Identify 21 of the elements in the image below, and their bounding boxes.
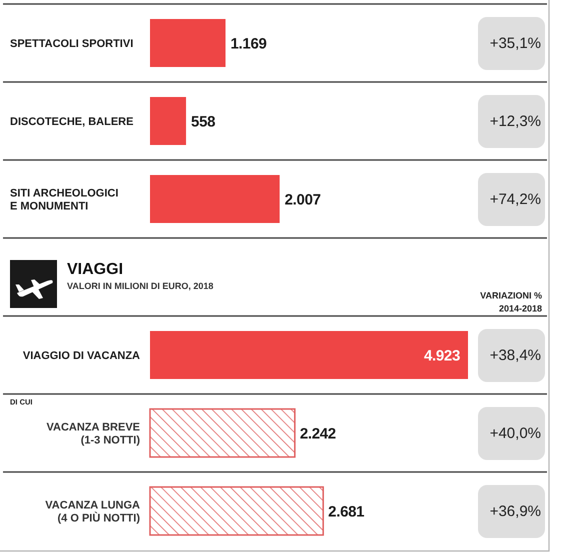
- y-tick-label: VACANZA BREVE (1-3 NOTTI): [46, 421, 140, 446]
- text: +12,3%: [490, 113, 541, 130]
- text: +38,4%: [490, 347, 541, 364]
- text: +35,1%: [490, 35, 541, 52]
- text: +36,9%: [490, 503, 541, 520]
- data-label: 4.923: [424, 348, 460, 364]
- chart-subtitle: VALORI IN MILIONI DI EURO, 2018: [67, 281, 214, 291]
- y-tick-label: SITI ARCHEOLOGICI E MONUMENTI: [10, 187, 118, 212]
- text: VARIAZIONI % 2014-2018: [480, 290, 542, 314]
- data-label: 1.169: [230, 36, 267, 52]
- chart-title: VIAGGI: [67, 261, 124, 278]
- text: +74,2%: [490, 191, 541, 208]
- data-label: 2.681: [328, 504, 364, 520]
- text: +40,0%: [490, 425, 541, 442]
- y-tick-label: DISCOTECHE, BALERE: [10, 116, 134, 128]
- data-label: 2.242: [300, 426, 336, 442]
- data-label: 2.007: [284, 192, 321, 208]
- data-label: 558: [191, 114, 216, 130]
- y-tick-label: VIAGGIO DI VACANZA: [22, 350, 140, 362]
- y-tick-label: VACANZA LUNGA (4 O PIÙ NOTTI): [45, 499, 140, 524]
- y-tick-label: SPETTACOLI SPORTIVI: [10, 38, 134, 50]
